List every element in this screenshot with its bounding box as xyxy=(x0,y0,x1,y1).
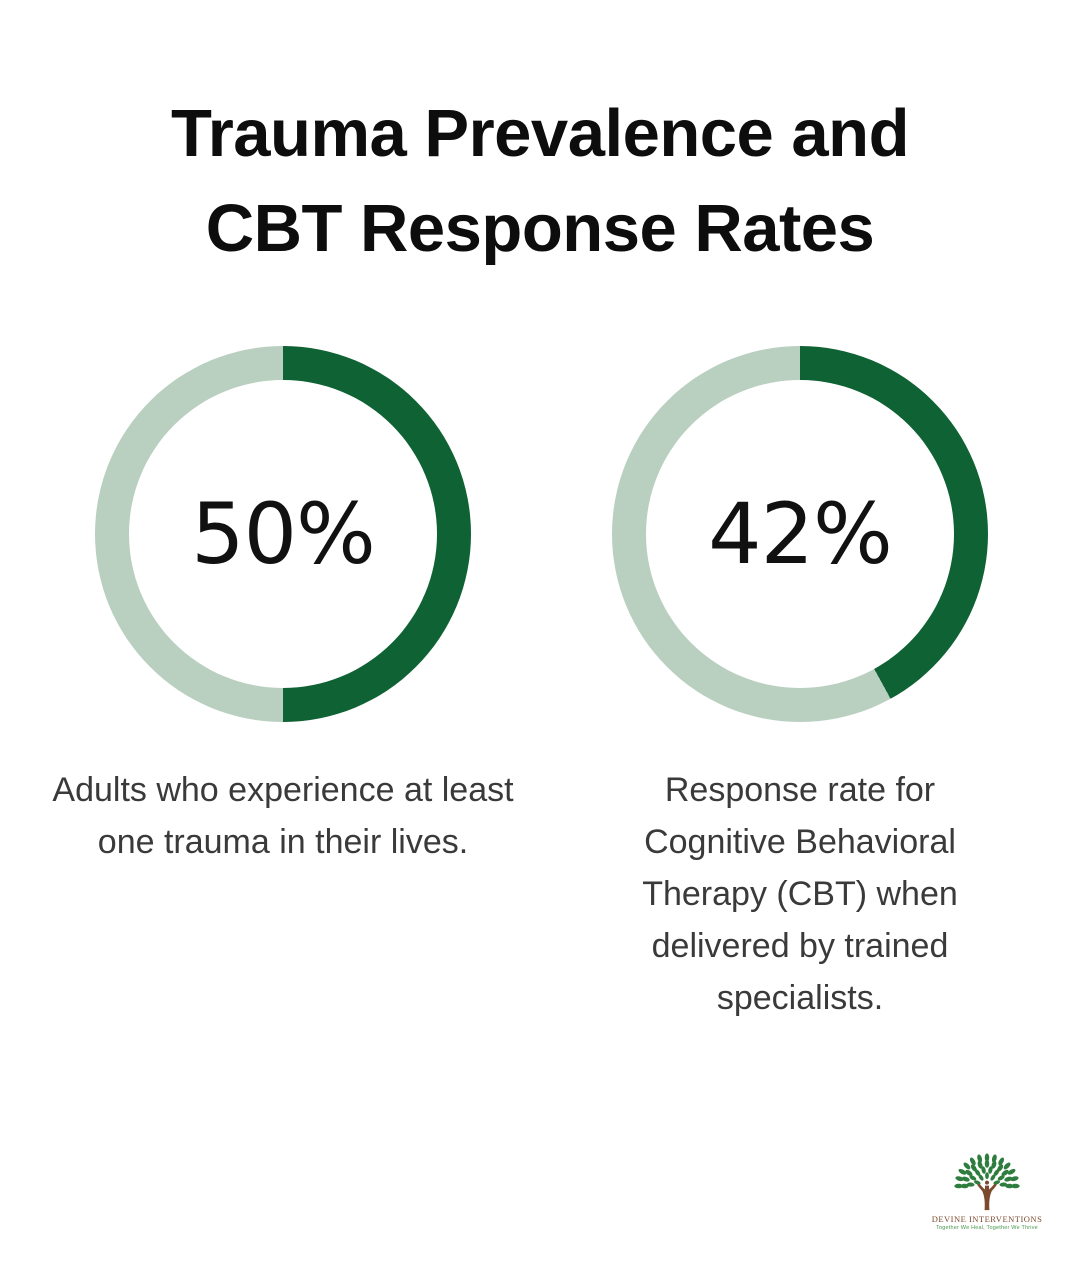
donut-hole: 50% xyxy=(129,380,437,689)
stat-trauma-prevalence: 50% Adults who experience at least one t… xyxy=(52,346,514,1024)
brand-name: DEVINE INTERVENTIONS xyxy=(931,1214,1043,1224)
charts-row: 50% Adults who experience at least one t… xyxy=(0,346,1080,1024)
donut-chart-trauma-prevalence: 50% xyxy=(95,346,471,723)
donut-value-label: 42% xyxy=(708,485,893,584)
donut-chart-cbt-response: 42% xyxy=(612,346,988,723)
title-line-2: CBT Response Rates xyxy=(205,191,875,267)
donut-hole: 42% xyxy=(646,380,954,689)
page-title: Trauma Prevalence and CBT Response Rates xyxy=(0,0,1080,276)
brand-logo: DEVINE INTERVENTIONS Together We Heal, T… xyxy=(928,1148,1046,1231)
tree-icon xyxy=(954,1153,1020,1211)
stat-cbt-response-rate: 42% Response rate for Cognitive Behavior… xyxy=(580,346,1020,1024)
title-line-1: Trauma Prevalence and xyxy=(170,96,910,171)
donut-caption: Adults who experience at least one traum… xyxy=(52,771,514,862)
donut-value-label: 50% xyxy=(191,485,376,584)
donut-caption: Response rate for Cognitive Behavioral T… xyxy=(642,771,958,1018)
brand-tagline: Together We Heal, Together We Thrive xyxy=(936,1225,1038,1231)
